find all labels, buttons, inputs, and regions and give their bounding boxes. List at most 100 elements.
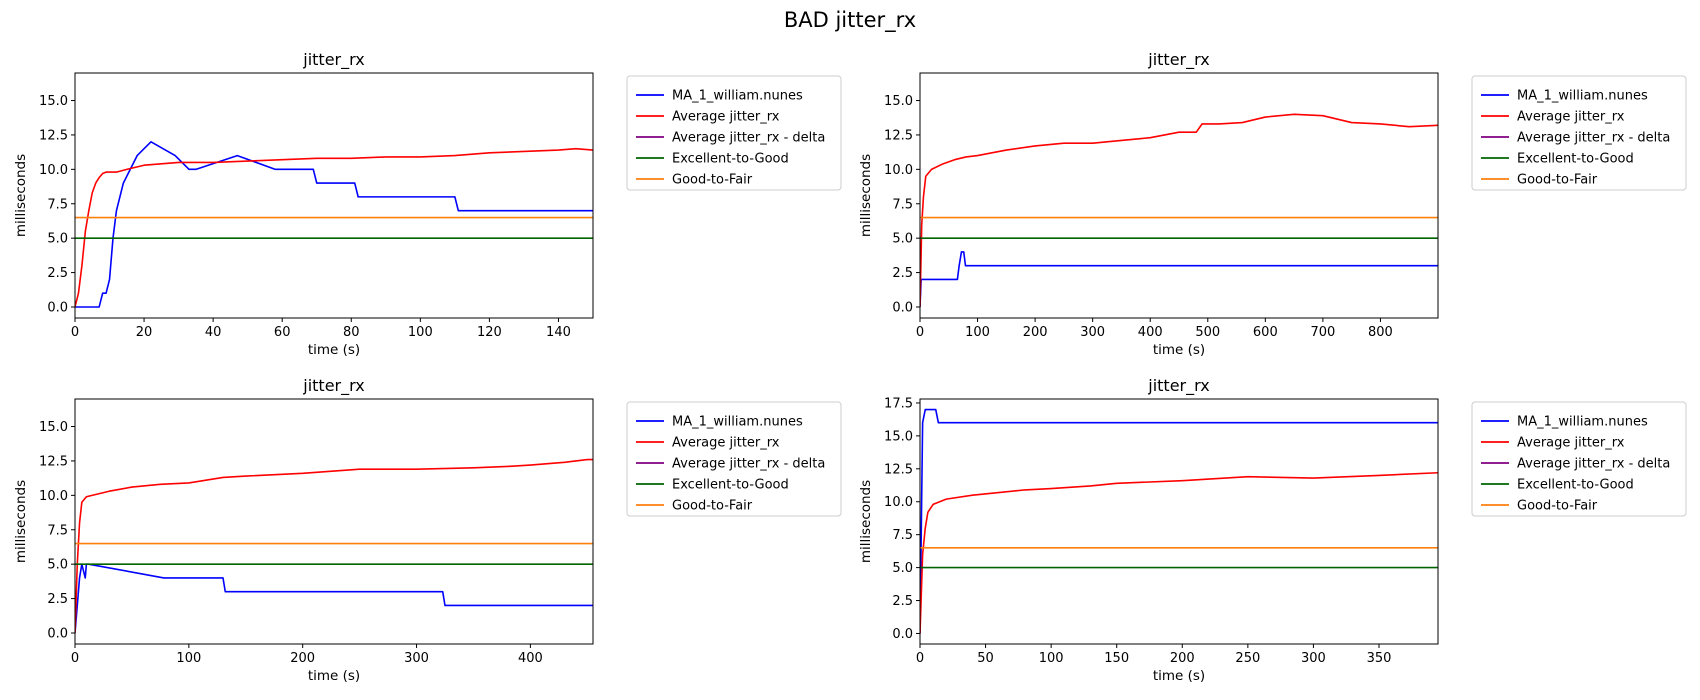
x-tick-label: 140 <box>546 325 571 340</box>
legend-label-2: Average jitter_rx <box>672 436 780 451</box>
x-tick-label: 200 <box>1170 651 1195 666</box>
legend-label-4: Excellent-to-Good <box>672 478 789 493</box>
legend-box <box>1471 401 1687 517</box>
legend-label-4: Excellent-to-Good <box>672 152 789 167</box>
legend-label-5: Good-to-Fair <box>1517 499 1598 514</box>
y-tick-label: 15.0 <box>39 420 68 435</box>
legend: MA_1_william.nunes Average jitter_rx Avera… <box>626 401 842 517</box>
axes-frame <box>919 72 1439 319</box>
axes-frame <box>74 398 594 645</box>
y-axis-label: milliseconds <box>13 154 29 237</box>
y-tick-label: 5.0 <box>892 561 913 576</box>
y-tick-label: 2.5 <box>892 266 913 281</box>
y-tick-label: 17.5 <box>884 396 913 411</box>
legend-label-3: Average jitter_rx - delta <box>672 131 825 146</box>
x-tick-label: 0 <box>916 651 924 666</box>
legend-label-2: Average jitter_rx <box>1517 110 1625 125</box>
subplot-1: jitter_rx 0 20 40 60 80 100 120 140 0.0 2.5 5.0 7.5 1… <box>13 50 842 358</box>
subplot-4: jitter_rx 0 50 100 150 200 250 300 350 0.0 2.5 5.0 7… <box>858 376 1687 684</box>
y-axis-label: milliseconds <box>858 154 874 237</box>
series-line-2 <box>75 458 593 634</box>
subplot-title: jitter_rx <box>1147 376 1209 396</box>
y-tick-label: 5.0 <box>47 232 68 247</box>
y-tick-label: 10.0 <box>39 489 68 504</box>
legend-label-3: Average jitter_rx - delta <box>1517 457 1670 472</box>
y-tick-label: 7.5 <box>892 528 913 543</box>
y-tick-label: 2.5 <box>892 594 913 609</box>
figure-title: BAD jitter_rx <box>783 8 917 32</box>
subplot-title: jitter_rx <box>302 376 364 396</box>
y-tick-label: 7.5 <box>47 197 68 212</box>
x-tick-label: 250 <box>1235 651 1260 666</box>
y-tick-label: 15.0 <box>884 429 913 444</box>
legend: MA_1_william.nunes Average jitter_rx Avera… <box>626 75 842 191</box>
y-tick-label: 5.0 <box>892 232 913 247</box>
legend-label-2: Average jitter_rx <box>672 110 780 125</box>
y-tick-label: 5.0 <box>47 558 68 573</box>
y-tick-label: 7.5 <box>892 197 913 212</box>
legend-label-1: MA_1_william.nunes <box>1517 415 1648 430</box>
x-tick-label: 400 <box>1138 325 1163 340</box>
y-tick-label: 10.0 <box>39 163 68 178</box>
series-line-1 <box>920 251 1438 308</box>
x-tick-label: 120 <box>477 325 502 340</box>
x-tick-label: 600 <box>1253 325 1278 340</box>
legend-label-4: Excellent-to-Good <box>1517 152 1634 167</box>
x-tick-label: 200 <box>1023 325 1048 340</box>
plot-data <box>75 458 593 634</box>
y-tick-label: 15.0 <box>884 94 913 109</box>
x-tick-label: 50 <box>977 651 994 666</box>
y-axis-label: milliseconds <box>858 480 874 563</box>
plot-data <box>75 141 593 308</box>
y-tick-label: 12.5 <box>884 128 913 143</box>
plot-data <box>920 408 1438 634</box>
x-axis-label: time (s) <box>1153 342 1205 358</box>
legend-label-3: Average jitter_rx - delta <box>1517 131 1670 146</box>
series-line-1 <box>75 563 593 634</box>
legend-box <box>626 75 842 191</box>
legend: MA_1_william.nunes Average jitter_rx Avera… <box>1471 401 1687 517</box>
x-tick-label: 0 <box>916 325 924 340</box>
y-tick-label: 0.0 <box>47 626 68 641</box>
legend-label-1: MA_1_william.nunes <box>1517 89 1648 104</box>
y-tick-label: 12.5 <box>39 454 68 469</box>
x-tick-label: 300 <box>404 651 429 666</box>
x-tick-label: 200 <box>290 651 315 666</box>
y-tick-label: 10.0 <box>884 495 913 510</box>
y-axis-label: milliseconds <box>13 480 29 563</box>
x-tick-label: 60 <box>274 325 291 340</box>
x-tick-label: 20 <box>136 325 153 340</box>
subplot-title: jitter_rx <box>302 50 364 70</box>
x-tick-label: 350 <box>1367 651 1392 666</box>
x-tick-label: 40 <box>205 325 222 340</box>
subplot-title: jitter_rx <box>1147 50 1209 70</box>
legend-label-5: Good-to-Fair <box>672 173 753 188</box>
legend-label-1: MA_1_william.nunes <box>672 415 803 430</box>
x-tick-label: 80 <box>343 325 360 340</box>
series-line-1 <box>920 408 1438 634</box>
x-tick-label: 100 <box>1039 651 1064 666</box>
axes-frame <box>74 72 594 319</box>
x-tick-label: 100 <box>176 651 201 666</box>
y-tick-label: 10.0 <box>884 163 913 178</box>
x-tick-label: 100 <box>965 325 990 340</box>
y-tick-label: 2.5 <box>47 592 68 607</box>
series-line-2 <box>75 147 593 308</box>
series-line-1 <box>75 141 593 308</box>
y-tick-label: 0.0 <box>892 627 913 642</box>
series-line-2 <box>920 471 1438 634</box>
x-tick-label: 0 <box>71 651 79 666</box>
y-tick-label: 15.0 <box>39 94 68 109</box>
y-tick-label: 12.5 <box>39 128 68 143</box>
legend-label-5: Good-to-Fair <box>672 499 753 514</box>
x-axis-label: time (s) <box>308 342 360 358</box>
legend-box <box>1471 75 1687 191</box>
axes-frame <box>919 398 1439 645</box>
x-axis-label: time (s) <box>308 668 360 684</box>
x-tick-label: 800 <box>1368 325 1393 340</box>
legend-box <box>626 401 842 517</box>
y-tick-label: 0.0 <box>892 300 913 315</box>
legend-label-1: MA_1_william.nunes <box>672 89 803 104</box>
